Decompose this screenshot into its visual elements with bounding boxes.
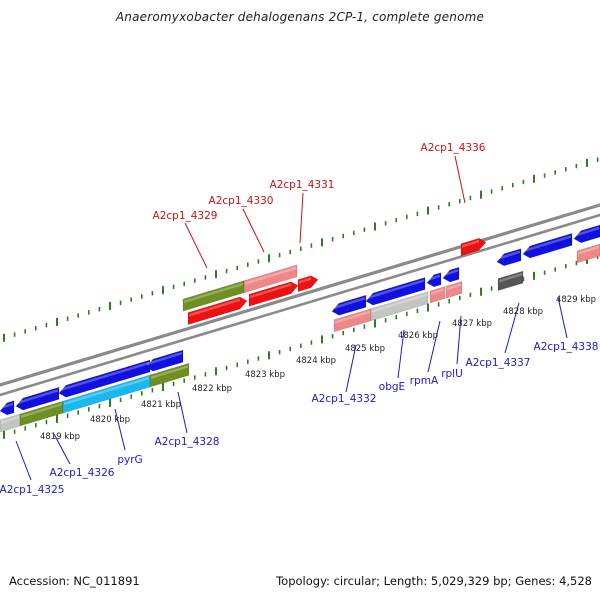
- gene-block[interactable]: [370, 291, 429, 322]
- gene-block[interactable]: [576, 243, 600, 264]
- label-leader-line: [15, 440, 32, 481]
- kbp-label: 4825 kbp: [345, 344, 385, 354]
- gene-highlight: [184, 282, 243, 304]
- gene-label[interactable]: rpmA: [410, 375, 439, 387]
- gene-block[interactable]: [149, 362, 190, 388]
- gene-highlight: [17, 389, 58, 405]
- gene-label[interactable]: A2cp1_4338: [534, 341, 599, 353]
- kbp-label: 4828 kbp: [503, 307, 543, 317]
- accession-label: Accession: NC_011891: [9, 574, 140, 588]
- gene-highlight: [147, 351, 182, 366]
- gene-block[interactable]: [429, 286, 446, 304]
- label-leader-line: [454, 155, 466, 204]
- gene-highlight: [60, 361, 149, 392]
- gene-highlight: [462, 239, 479, 248]
- gene-arrow[interactable]: [442, 266, 460, 283]
- topology-label: Topology: circular; Length: 5,029,329 bp…: [276, 574, 592, 588]
- kbp-label: 4823 kbp: [245, 370, 285, 380]
- gene-label[interactable]: A2cp1_4330: [209, 195, 274, 207]
- gene-block[interactable]: [243, 264, 298, 294]
- gene-arrow[interactable]: [460, 237, 487, 257]
- genome-title: Anaeromyxobacter dehalogenans 2CP-1, com…: [115, 10, 485, 24]
- gene-features[interactable]: [0, 224, 600, 433]
- label-leader-line: [114, 408, 126, 451]
- backbone-line: [0, 213, 600, 397]
- gene-highlight: [1, 402, 13, 409]
- gene-highlight: [64, 376, 149, 406]
- gene-highlight: [447, 283, 461, 291]
- gene-arrow[interactable]: [0, 400, 15, 416]
- label-leaders: [15, 155, 568, 481]
- gene-highlight: [21, 402, 62, 418]
- gene-highlight: [151, 365, 188, 379]
- gene-highlight: [367, 279, 424, 300]
- gene-highlight: [335, 310, 370, 324]
- label-leader-line: [299, 192, 304, 244]
- gene-arrow[interactable]: [573, 224, 600, 244]
- label-leader-line: [53, 433, 71, 465]
- inner-tick-track: [3, 254, 599, 439]
- gene-arrow[interactable]: [522, 232, 573, 259]
- label-leader-line: [184, 222, 208, 269]
- gene-label[interactable]: pyrG: [117, 454, 142, 466]
- kbp-label: 4826 kbp: [398, 331, 438, 341]
- gene-highlight: [299, 277, 311, 284]
- gene-label[interactable]: A2cp1_4325: [0, 484, 64, 496]
- kbp-label: 4829 kbp: [556, 295, 596, 305]
- gene-highlight: [333, 297, 365, 310]
- kbp-label: 4827 kbp: [452, 319, 492, 329]
- gene-label[interactable]: A2cp1_4329: [153, 210, 218, 222]
- gene-highlight: [245, 266, 296, 285]
- label-leader-line: [177, 391, 188, 434]
- gene-arrow[interactable]: [187, 296, 248, 326]
- kbp-label: 4820 kbp: [90, 415, 130, 425]
- label-leader-line: [504, 302, 520, 354]
- gene-label[interactable]: obgE: [379, 381, 405, 393]
- backbone-line: [0, 203, 600, 387]
- gene-arrow[interactable]: [297, 275, 319, 293]
- gene-highlight: [575, 226, 599, 237]
- outer-tick-track: [3, 157, 599, 342]
- gene-arrow[interactable]: [496, 248, 522, 267]
- gene-highlight: [189, 298, 240, 317]
- gene-highlight: [444, 269, 458, 277]
- gene-highlight: [578, 245, 599, 255]
- kbp-label: 4822 kbp: [192, 384, 232, 394]
- gene-block[interactable]: [497, 270, 524, 292]
- gene-highlight: [431, 288, 444, 295]
- label-leader-line: [427, 320, 441, 373]
- gene-highlight: [372, 293, 427, 313]
- kbp-labels: 4819 kbp 4820 kbp 4821 kbp 4822 kbp 4823 kbp…: [40, 295, 596, 442]
- gene-highlight: [498, 250, 520, 260]
- genome-backbone: [0, 203, 600, 397]
- gene-label[interactable]: rplU: [441, 368, 463, 380]
- kbp-label: 4821 kbp: [141, 400, 181, 410]
- kbp-label: 4824 kbp: [296, 356, 336, 366]
- gene-arrow[interactable]: [145, 349, 184, 372]
- gene-label[interactable]: A2cp1_4337: [466, 357, 531, 369]
- gene-label[interactable]: A2cp1_4328: [155, 436, 220, 448]
- gene-arrow[interactable]: [365, 277, 426, 306]
- kbp-label: 4819 kbp: [40, 432, 80, 442]
- label-leader-line: [557, 296, 568, 339]
- label-leader-line: [242, 208, 265, 253]
- gene-label[interactable]: A2cp1_4326: [50, 467, 115, 479]
- gene-arrow[interactable]: [426, 272, 442, 288]
- gene-highlight: [499, 272, 522, 283]
- gene-highlight: [1, 415, 19, 424]
- label-leader-line: [456, 315, 462, 365]
- gene-block[interactable]: [445, 280, 463, 299]
- label-leader-line: [397, 329, 405, 379]
- gene-highlight: [524, 235, 571, 253]
- gene-label[interactable]: A2cp1_4331: [270, 179, 335, 191]
- label-leader-line: [345, 344, 357, 393]
- gene-highlight: [428, 274, 440, 281]
- gene-highlight: [250, 283, 291, 299]
- gene-arrow[interactable]: [248, 281, 299, 307]
- gene-label[interactable]: A2cp1_4336: [421, 142, 486, 154]
- gene-label[interactable]: A2cp1_4332: [312, 393, 377, 405]
